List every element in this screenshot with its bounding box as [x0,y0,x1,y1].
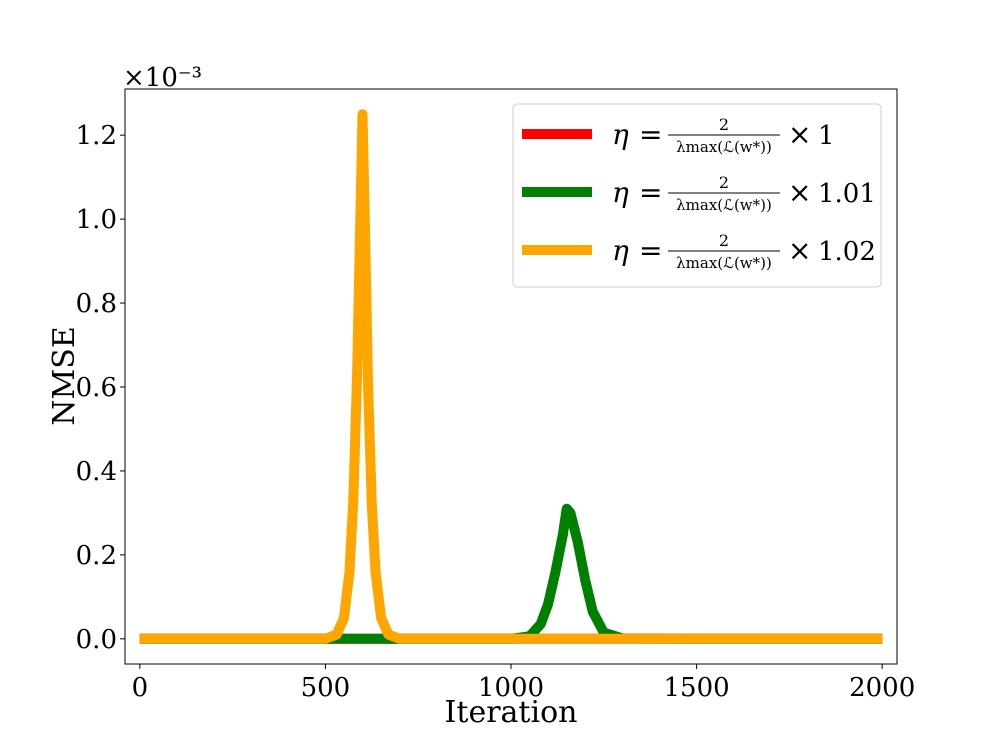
y-tick-label: 0.6 [76,373,117,403]
legend-eta: η [612,118,629,151]
x-axis-title: Iteration [445,695,578,730]
x-tick-label: 1500 [663,673,729,703]
legend-denominator: λmax(ℒ(w*)) [676,254,772,272]
legend-denominator: λmax(ℒ(w*)) [676,196,772,214]
legend-box [512,103,882,288]
x-tick-label: 500 [301,673,351,703]
x-tick-label: 1000 [478,673,544,703]
legend-numerator: 2 [719,115,729,134]
y-axis-title: NMSE [47,326,82,425]
series-layer [139,109,883,644]
legend-eta: η [612,176,629,209]
legend-denominator: λmax(ℒ(w*)) [676,138,772,156]
legend-numerator: 2 [719,231,729,250]
legend-times: × [788,118,811,151]
y-tick-label: 0.0 [76,625,117,655]
legend-numerator: 2 [719,173,729,192]
legend-equals: = [639,234,662,267]
legend-eta: η [612,234,629,267]
x-axis: 0 500 1000 1500 2000 [132,664,915,703]
legend-equals: = [639,176,662,209]
y-axis: 0.0 0.2 0.4 0.6 0.8 1.0 1.2 [76,121,125,655]
legend-times: × [788,176,811,209]
x-tick-label: 2000 [849,673,915,703]
series-line-3 [139,109,883,644]
y-tick-label: 0.2 [76,541,117,571]
legend-equals: = [639,118,662,151]
y-tick-label: 1.0 [76,205,117,235]
y-tick-label: 0.8 [76,289,117,319]
legend-multiplier: 1.01 [818,179,876,209]
legend-multiplier: 1 [818,121,835,151]
y-scale-label: ×10⁻³ [123,63,202,93]
y-tick-label: 1.2 [76,121,117,151]
legend-times: × [788,234,811,267]
legend-multiplier: 1.02 [818,237,876,267]
y-tick-label: 0.4 [76,457,117,487]
x-tick-label: 0 [132,673,149,703]
